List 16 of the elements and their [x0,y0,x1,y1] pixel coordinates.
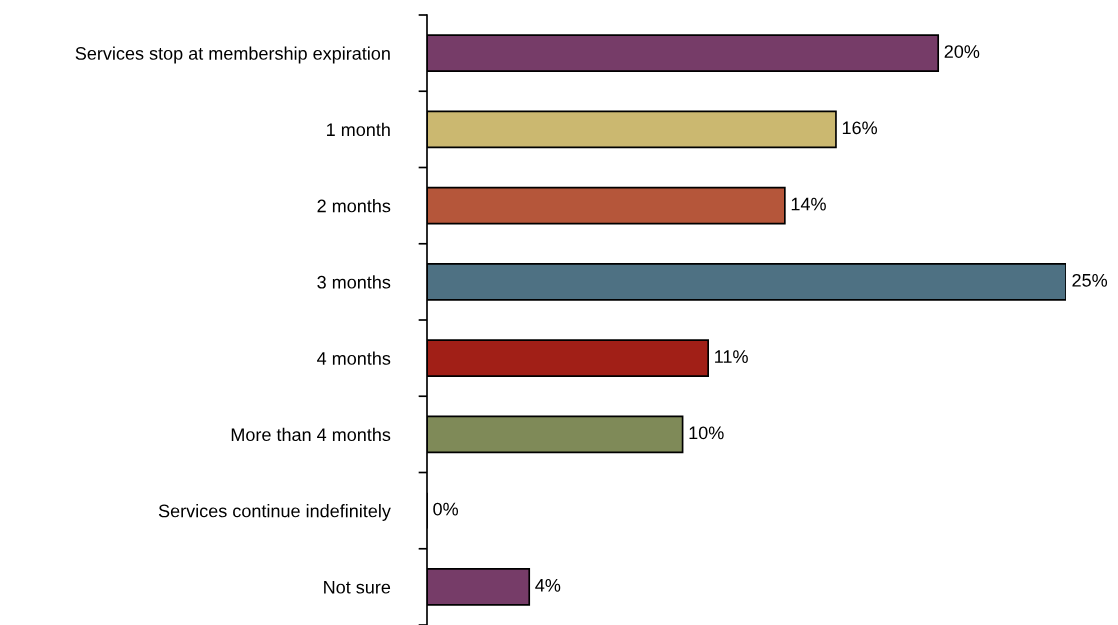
data-label: 0% [433,502,459,516]
data-label: 11% [715,350,748,363]
y-tick-label: Not sure [324,581,391,594]
y-tick-label: Services stop at membership expiration [75,46,390,64]
y-tick-label: 1 month [327,122,390,137]
data-label: 14% [791,197,826,211]
data-label: 25% [1072,273,1108,287]
data-label: 16% [842,121,878,135]
data-label: 10% [689,426,724,440]
y-tick-label: 4 months [317,351,391,365]
y-tick-label: Services continue indefinitely [158,504,391,521]
y-tick-label: 3 months [317,275,391,289]
data-label: 4% [535,579,561,592]
y-tick-label: More than 4 months [231,427,391,442]
data-label: 20% [944,45,980,58]
y-tick-label: 2 months [317,199,391,213]
